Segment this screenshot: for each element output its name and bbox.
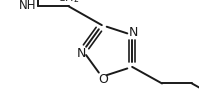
- Text: N: N: [77, 47, 86, 60]
- Text: N: N: [129, 26, 138, 39]
- Text: CH$_2$: CH$_2$: [57, 0, 80, 5]
- Text: NH: NH: [19, 0, 37, 12]
- Text: O: O: [98, 73, 108, 86]
